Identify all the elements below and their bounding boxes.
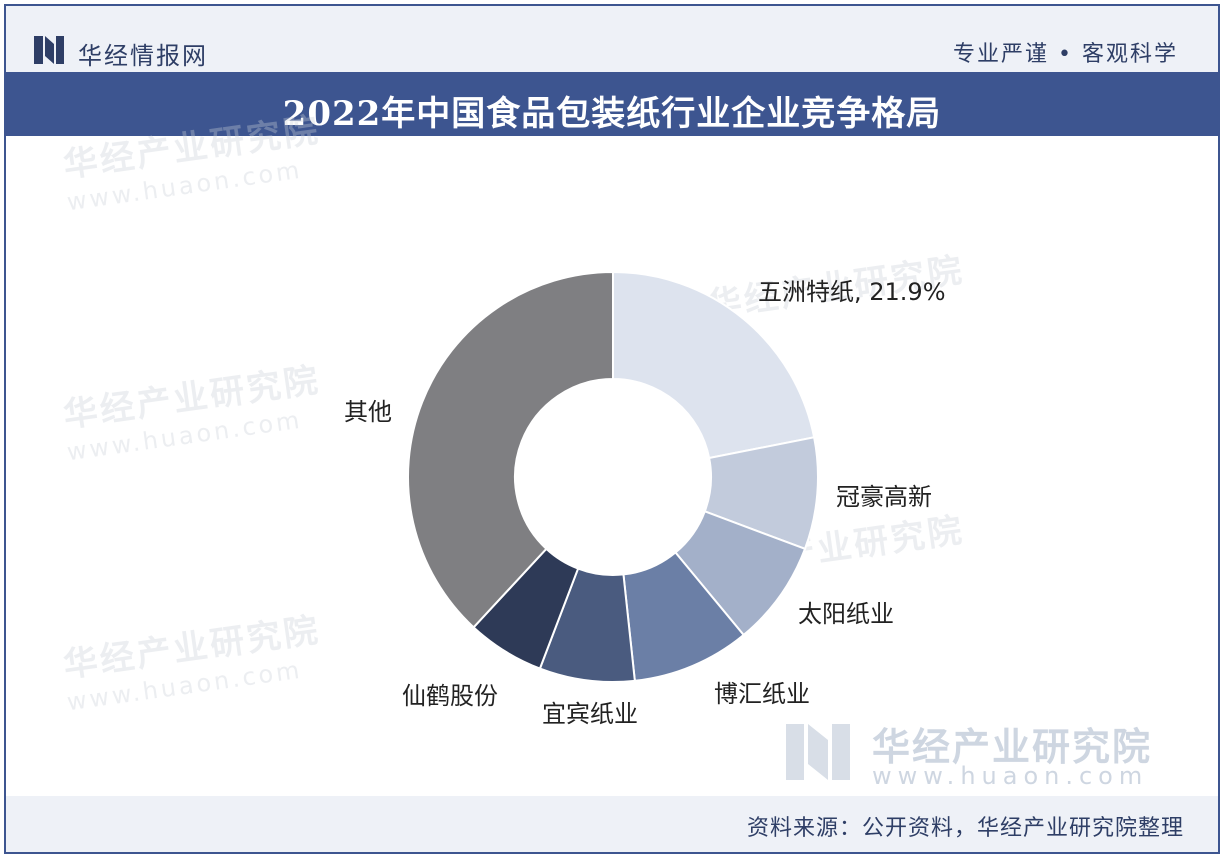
brand-name: 华经情报网 (78, 42, 208, 70)
slice-data-label: 宜宾纸业 (542, 700, 638, 728)
donut-slice (407, 270, 614, 629)
huaon-watermark-logo-icon (786, 724, 850, 780)
title-bar: 2022年中国食品包装纸行业企业竞争格局 (6, 72, 1218, 136)
slice-data-label: 其他 (344, 398, 392, 426)
footer-bar: 资料来源：公开资料，华经产业研究院整理 (6, 796, 1218, 852)
brand-logo-icon (34, 36, 64, 64)
chart-area: 华经产业研究院 www.huaon.com 华经产业研究院 www.huaon.… (6, 110, 1218, 796)
slice-data-label: 五洲特纸, 21.9% (758, 278, 946, 306)
chart-title: 2022年中国食品包装纸行业企业竞争格局 (282, 94, 942, 134)
watermark-brand-url: www.huaon.com (872, 762, 1149, 790)
source-note: 资料来源：公开资料，华经产业研究院整理 (746, 816, 1184, 841)
donut-slice (612, 270, 816, 460)
slice-data-label: 仙鹤股份 (402, 682, 498, 710)
slogan: 专业严谨 • 客观科学 (953, 42, 1178, 67)
slice-data-label: 太阳纸业 (798, 600, 894, 628)
slice-data-label: 冠豪高新 (836, 483, 932, 511)
header-bar: 华经情报网 专业严谨 • 客观科学 (6, 6, 1218, 70)
watermark-brand: 华经产业研究院 (872, 725, 1153, 769)
slice-data-label: 博汇纸业 (714, 680, 810, 708)
